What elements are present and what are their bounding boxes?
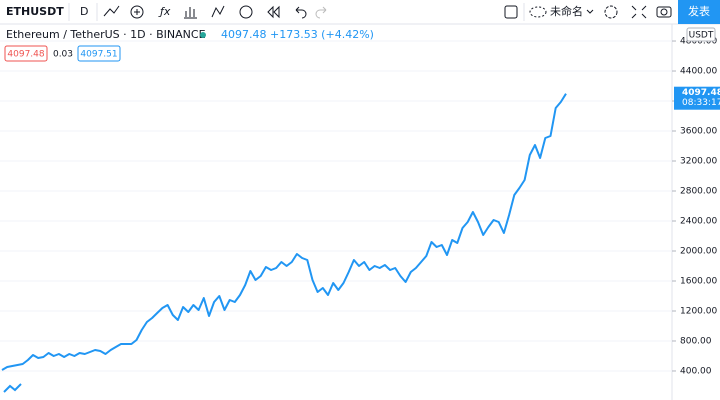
ask-box[interactable] (77, 45, 121, 62)
ask: 4097.51 (80, 50, 117, 60)
currency-box (686, 27, 716, 42)
replay-icon[interactable] (267, 5, 280, 19)
layout-name[interactable]: 未命名 (550, 4, 583, 18)
undo-icon[interactable] (295, 6, 307, 19)
dropdown[interactable] (586, 9, 594, 14)
y-tick-label: 2400.00 (680, 216, 717, 226)
expand-icon[interactable] (631, 5, 647, 19)
legend-title: Ethereum / TetherUS · 1D · BINANCE (6, 28, 206, 41)
indicator-icon[interactable] (130, 5, 144, 19)
currency: USDT (689, 31, 714, 41)
y-tick-label: 2000.00 (680, 246, 717, 256)
toolbar (0, 0, 720, 24)
redo-icon[interactable] (315, 6, 327, 19)
market-status (200, 32, 206, 38)
fullscreen-box[interactable] (504, 5, 518, 19)
bid-box[interactable] (4, 45, 48, 62)
interval[interactable]: D (80, 5, 88, 18)
lens (660, 8, 668, 16)
settings-icon[interactable] (604, 5, 618, 19)
price-line (1, 93, 567, 371)
bid: 4097.48 (7, 50, 44, 60)
y-tick-label: 800.00 (680, 336, 712, 346)
y-tick-label: 3200.00 (680, 157, 717, 167)
legend-change: 4097.48 +173.53 (+4.42%) (221, 28, 374, 41)
plot: 400.00 800.00 1200.00 1600.00 2000.00 2400.00… (0, 27, 720, 376)
snapshot-icon[interactable] (656, 6, 672, 18)
publish-button[interactable] (678, 0, 720, 24)
countdown: 08:33:17 (682, 98, 720, 108)
fx-icon[interactable]: ƒx (158, 5, 171, 18)
symbol[interactable]: ETHUSDT (6, 5, 64, 18)
publish-label: 发表 (688, 4, 710, 18)
spread: 0.03 (53, 50, 73, 60)
y-tick-label: 3600.00 (680, 127, 717, 137)
compare-icon[interactable] (211, 5, 225, 18)
y-tick-label: 1200.00 (680, 306, 717, 316)
y-tick-label: 1600.00 (680, 276, 717, 286)
y-tick-label: 4400.00 (680, 67, 717, 77)
last-price: 4097.48 (682, 88, 720, 98)
last-price-box (674, 86, 720, 110)
y-tick-label: 4800.00 (680, 37, 717, 47)
cloud-icon (529, 6, 547, 18)
logo (3, 383, 22, 393)
alert-icon[interactable] (239, 5, 253, 19)
y-tick-label: 2800.00 (680, 187, 717, 197)
bars-icon[interactable] (184, 7, 197, 19)
plus (134, 9, 140, 15)
chart-type-icon[interactable] (103, 5, 120, 17)
y-tick-label: 400.00 (680, 366, 712, 376)
